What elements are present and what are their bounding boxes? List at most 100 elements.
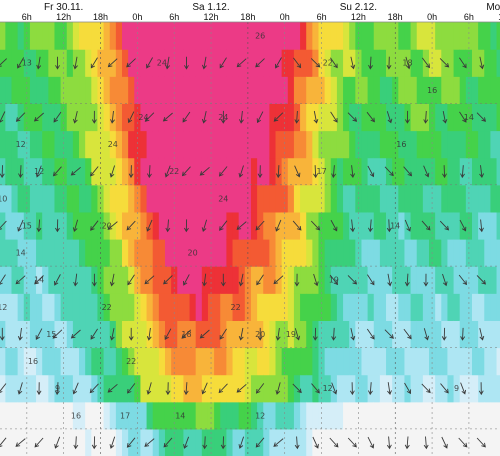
heatmap-cell: [392, 374, 399, 403]
heatmap-cell: [312, 130, 320, 159]
heatmap-cell: [398, 130, 406, 159]
wind-direction-arrow: [72, 382, 79, 395]
heatmap-cell: [195, 428, 203, 456]
wind-direction-arrow: [109, 436, 116, 449]
heatmap-cell: [54, 130, 62, 159]
heatmap-cell: [263, 428, 270, 456]
wind-direction-arrow: [479, 327, 485, 341]
heatmap-cell: [177, 239, 185, 267]
heatmap-cell: [416, 428, 424, 456]
heatmap-cell: [490, 130, 498, 159]
heatmap-cell: [244, 347, 252, 376]
heatmap-cell: [398, 347, 406, 376]
heatmap-cell: [91, 239, 99, 267]
heatmap-cell: [293, 184, 301, 213]
heatmap-cell: [238, 293, 246, 321]
hour-tick-label: 18h: [93, 12, 108, 22]
heatmap-cell: [177, 76, 185, 104]
heatmap-cell: [300, 401, 307, 430]
value-label: 20: [188, 249, 198, 258]
heatmap-cell: [416, 293, 424, 321]
heatmap-cell: [128, 22, 135, 50]
wind-direction-arrow: [479, 165, 485, 178]
heatmap-cell: [0, 130, 6, 159]
heatmap-cell: [379, 76, 387, 104]
wind-direction-arrow: [52, 166, 62, 177]
heatmap-cell: [79, 401, 86, 430]
heatmap-cell: [471, 239, 479, 267]
heatmap-cell: [0, 76, 6, 104]
heatmap-cell: [79, 239, 86, 267]
heatmap-cell: [281, 401, 289, 430]
value-label: 15: [46, 330, 56, 339]
heatmap-cell: [447, 157, 455, 186]
heatmap-cell: [484, 374, 492, 403]
wind-direction-arrow: [366, 328, 375, 340]
heatmap-cell: [72, 184, 80, 213]
heatmap-cell: [238, 347, 246, 376]
wind-arrows: [0, 56, 487, 450]
heatmap-cell: [140, 76, 148, 104]
heatmap-cell: [496, 320, 500, 349]
heatmap-cell: [404, 347, 412, 376]
heatmap-cell: [226, 211, 234, 240]
heatmap-cell: [263, 401, 270, 430]
heatmap-cell: [281, 157, 289, 186]
wind-direction-arrow: [90, 220, 99, 231]
value-label: 16: [396, 140, 406, 149]
heatmap-cell: [214, 76, 221, 104]
heatmap-cell: [263, 293, 270, 321]
wind-direction-arrow: [476, 275, 487, 285]
heatmap-cell: [226, 103, 234, 132]
heatmap-cell: [496, 401, 500, 430]
heatmap-cell: [324, 320, 332, 349]
wind-direction-arrow: [384, 166, 394, 177]
heatmap-cell: [250, 22, 258, 50]
wind-direction-arrow: [460, 165, 465, 179]
heatmap-cell: [429, 157, 436, 186]
heatmap-cell: [85, 76, 92, 104]
heatmap-cell: [115, 184, 123, 213]
wind-direction-arrow: [184, 219, 189, 233]
heatmap-cell: [361, 184, 369, 213]
heatmap-cell: [379, 428, 387, 456]
wind-direction-arrow: [17, 327, 23, 341]
heatmap-cell: [386, 347, 393, 376]
heatmap-cell: [60, 347, 68, 376]
heatmap-cell: [484, 239, 492, 267]
heatmap-cell: [201, 239, 209, 267]
heatmap-cell: [17, 76, 25, 104]
heatmap-cell: [343, 157, 350, 186]
hour-tick-label: 18h: [388, 12, 403, 22]
heatmap-cell: [398, 184, 406, 213]
heatmap-cell: [115, 428, 123, 456]
heatmap-cell: [103, 401, 111, 430]
heatmap-cell: [478, 130, 485, 159]
heatmap-cell: [361, 211, 369, 240]
heatmap-cell: [263, 49, 270, 77]
wind-direction-arrow: [146, 219, 153, 232]
heatmap-cell: [48, 49, 56, 77]
heatmap-cell: [275, 347, 283, 376]
heatmap-cell: [5, 211, 13, 240]
heatmap-cell: [453, 130, 461, 159]
heatmap-cell: [416, 266, 424, 294]
heatmap-cell: [435, 428, 442, 456]
heatmap-cell: [54, 347, 62, 376]
heatmap-cell: [471, 374, 479, 403]
wind-direction-arrow: [460, 327, 466, 341]
heatmap-cell: [60, 22, 68, 50]
heatmap-cell: [79, 184, 86, 213]
heatmap-cell: [275, 239, 283, 267]
heatmap-cell: [373, 239, 381, 267]
heatmap-cell: [398, 76, 406, 104]
wind-direction-arrow: [55, 219, 60, 233]
heatmap-cell: [177, 266, 185, 294]
heatmap-cell: [189, 266, 197, 294]
heatmap-cell: [42, 428, 49, 456]
heatmap-cell: [189, 157, 197, 186]
wind-direction-arrow: [127, 274, 135, 286]
heatmap-cell: [263, 157, 270, 186]
heatmap-cell: [177, 157, 185, 186]
heatmap-cell: [435, 103, 442, 132]
